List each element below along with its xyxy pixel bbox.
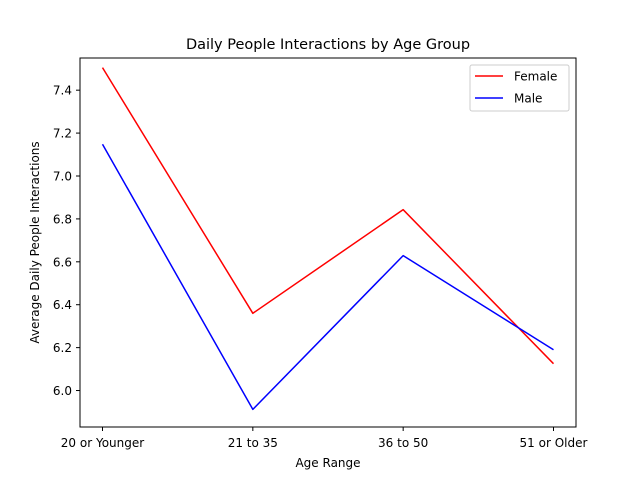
- y-axis-label: Average Daily People Interactions: [28, 141, 42, 343]
- legend: Female Male: [469, 64, 570, 112]
- y-tick-label: 6.0: [53, 384, 72, 398]
- legend-label-female: Female: [514, 70, 557, 84]
- y-tick-label: 6.6: [53, 255, 72, 269]
- series-line-female: [101, 67, 555, 365]
- x-tick-label: 20 or Younger: [61, 436, 144, 450]
- x-tick-label: 51 or Older: [520, 436, 588, 450]
- series-line-male: [101, 143, 554, 411]
- chart-title: Daily People Interactions by Age Group: [186, 37, 470, 53]
- y-tick-label: 7.4: [53, 84, 72, 98]
- y-tick-label: 6.8: [53, 212, 72, 226]
- x-axis: 20 or Younger 21 to 35 36 to 50 51 or Older: [61, 427, 588, 450]
- y-tick-label: 7.2: [53, 127, 72, 141]
- legend-label-male: Male: [514, 92, 542, 106]
- x-tick-label: 21 to 35: [228, 436, 278, 450]
- x-axis-label: Age Range: [295, 456, 360, 470]
- y-axis: 6.0 6.2 6.4 6.6 6.8 7.0 7.2 7.4: [53, 84, 80, 398]
- y-tick-label: 6.4: [53, 298, 72, 312]
- y-tick-label: 7.0: [53, 169, 72, 183]
- plot-frame: [79, 57, 577, 428]
- x-tick-label: 36 to 50: [378, 436, 428, 450]
- plot-area: [101, 67, 555, 411]
- y-tick-label: 6.2: [53, 341, 72, 355]
